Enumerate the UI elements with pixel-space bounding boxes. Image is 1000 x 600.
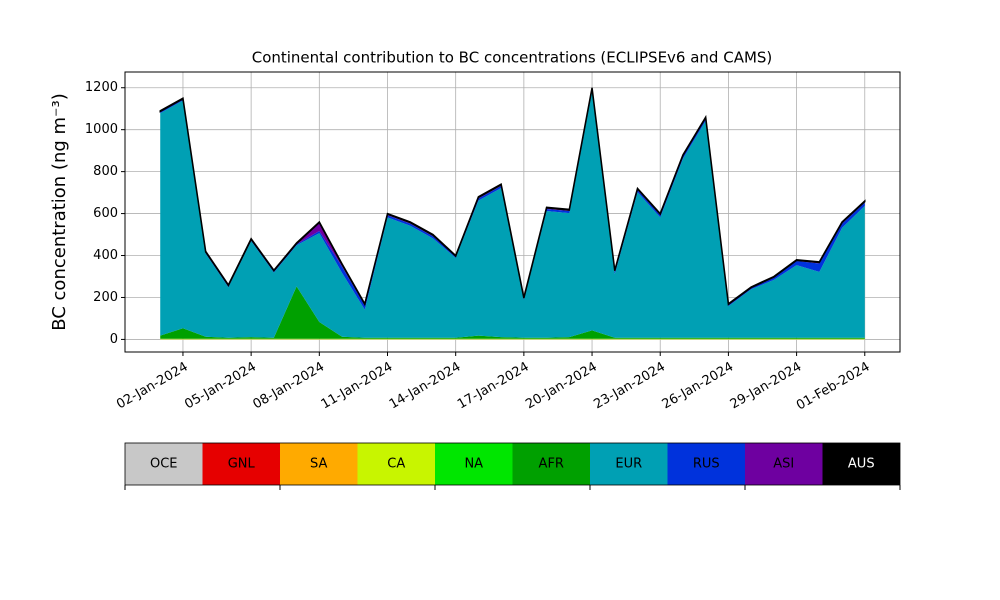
y-tick-label: 400 [93,248,118,263]
x-tick-label: 05-Jan-2024 [182,360,259,413]
chart-title: Continental contribution to BC concentra… [252,49,773,67]
legend-swatch [512,443,590,485]
legend-label: RUS [693,457,720,472]
y-tick-label: 0 [110,332,118,347]
legend-label: AFR [539,457,564,472]
x-tick-label: 23-Jan-2024 [591,360,668,413]
x-tick-label: 11-Jan-2024 [319,360,396,413]
legend-swatch [667,443,745,485]
x-tick-label: 29-Jan-2024 [728,360,805,413]
area [159,87,866,307]
legend-swatch [590,443,668,485]
x-tick-label: 01-Feb-2024 [794,360,873,414]
legend-swatch [125,443,203,485]
x-tick-label: 20-Jan-2024 [523,360,600,413]
legend-label: AUS [848,457,875,472]
legend-label: ASI [773,457,794,472]
x-tick-label: 26-Jan-2024 [660,360,737,413]
y-tick-label: 600 [93,206,118,221]
legend-label: NA [464,457,483,472]
x-tick-label: 17-Jan-2024 [455,360,532,413]
y-tick-label: 800 [93,164,118,179]
legend-swatch [822,443,900,485]
area [160,286,865,339]
legend-label: SA [310,457,327,472]
y-axis-label: BC concentration (ng m⁻³) [49,93,70,331]
legend-swatch [280,443,358,485]
x-tick-label: 08-Jan-2024 [250,360,327,413]
legend-label: OCE [150,457,178,472]
legend-frame [124,442,901,486]
legend-swatch [745,443,823,485]
legend-swatch [357,443,435,485]
legend-label: EUR [615,457,642,472]
legend-swatch [435,443,513,485]
plot-frame [124,71,901,353]
y-tick-label: 1200 [85,80,118,95]
x-tick-label: 02-Jan-2024 [114,360,191,413]
area [160,91,865,338]
y-tick-label: 200 [93,290,118,305]
y-tick-label: 1000 [85,122,118,137]
legend-label: GNL [228,457,256,472]
legend-label: CA [387,457,405,472]
legend-swatch [202,443,280,485]
area [160,338,865,340]
x-tick-label: 14-Jan-2024 [387,360,464,413]
